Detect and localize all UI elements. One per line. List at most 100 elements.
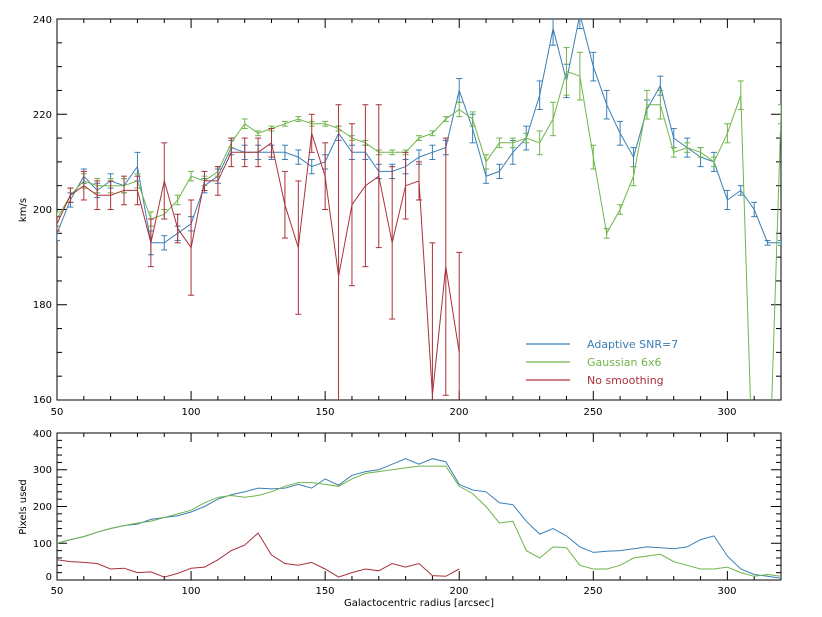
- velocity-x-tick-50: 50: [51, 407, 64, 418]
- velocity-series-2-error-bar: [134, 175, 141, 206]
- velocity-series-1-error-bar: [174, 194, 181, 206]
- velocity-series-1-error-bar: [429, 130, 436, 137]
- velocity-series-2-error-bar: [67, 187, 74, 203]
- velocity-series-2-error-bar: [161, 142, 168, 220]
- velocity-series: [57, 19, 781, 538]
- velocity-series-2-error-bar: [214, 166, 221, 196]
- velocity-series-1-error-bar: [550, 101, 557, 137]
- velocity-series-1-error-bar: [670, 147, 677, 158]
- velocity-series-0-error-bar: [603, 89, 610, 120]
- velocity-series-0-error-bar: [751, 201, 758, 218]
- velocity-series-0-error-bar: [617, 120, 624, 146]
- velocity-series-1-error-bar: [765, 519, 771, 538]
- velocity-series-0-error-bar: [483, 168, 490, 184]
- velocity-series-0-error-bar: [295, 149, 302, 165]
- velocity-series-1-error-bar: [657, 89, 664, 120]
- velocity-series-2-error-bar: [335, 104, 342, 400]
- velocity-series-0-error-bar: [536, 80, 543, 110]
- velocity-series-2-error-bar: [80, 170, 87, 201]
- velocity-series-0-error-bar: [737, 185, 744, 196]
- velocity-series-1-error-bar: [188, 170, 195, 182]
- pixels-x-tick-100: 100: [181, 586, 200, 597]
- velocity-series-2-error-bar: [281, 170, 288, 239]
- velocity-series-2-error-bar: [57, 216, 60, 232]
- pixels-series: [57, 458, 781, 579]
- velocity-series-2-error-bar: [107, 180, 114, 210]
- velocity-y-axis-label: km/s: [18, 198, 29, 222]
- velocity-series-0-error-bar: [550, 19, 557, 46]
- velocity-panel: 160 180 200 220 240 50 100 150 200 250 3…: [18, 15, 782, 538]
- pixels-series-1-line: [57, 465, 781, 577]
- velocity-legend: Adaptive SNR=7 Gaussian 6x6 No smoothing: [526, 338, 678, 387]
- legend-label-gaussian: Gaussian 6x6: [587, 356, 661, 369]
- pixels-x-axis-label: Galactocentric radius [arcsec]: [344, 598, 494, 609]
- velocity-series-1-error-bar: [509, 137, 516, 149]
- velocity-series-2-error-bar: [121, 175, 128, 206]
- velocity-series-2-error-bar: [402, 151, 409, 220]
- legend-label-no-smoothing: No smoothing: [587, 374, 664, 387]
- velocity-series-0-error-bar: [724, 189, 731, 210]
- velocity-series-2-error-bar: [348, 123, 355, 287]
- velocity-series-0-error-bar: [590, 51, 597, 82]
- velocity-series-1-error-bar: [241, 118, 248, 130]
- velocity-series-2-error-bar: [241, 137, 248, 168]
- velocity-y-tick-220: 220: [33, 110, 52, 121]
- velocity-series-1-error-bar: [295, 116, 302, 122]
- velocity-series-2-error-bar: [442, 137, 449, 396]
- velocity-series-1-error-bar: [724, 123, 731, 144]
- velocity-series-1-error-bar: [469, 111, 476, 127]
- velocity-series-2-error-bar: [201, 170, 208, 191]
- velocity-series-1-error-bar: [563, 47, 570, 96]
- pixels-y-axis-label: Pixels used: [18, 479, 29, 535]
- velocity-series-2-error-bar: [322, 142, 329, 210]
- pixels-y-tick-300: 300: [33, 465, 52, 476]
- velocity-series-1-error-bar: [483, 154, 490, 170]
- velocity-series-1-error-bar: [57, 211, 60, 227]
- velocity-series-2-error-bar: [308, 113, 315, 153]
- velocity-series-2-error-bar: [228, 137, 235, 168]
- velocity-series-2-error-bar: [362, 104, 369, 268]
- velocity-series-0-error-bar: [429, 144, 436, 160]
- velocity-series-1-error-bar: [630, 166, 637, 187]
- velocity-ticks: [56, 18, 782, 401]
- velocity-series-2-line: [57, 133, 460, 396]
- velocity-x-tick-150: 150: [315, 407, 334, 418]
- velocity-series-2-error-bar: [268, 128, 275, 158]
- velocity-series-2-error-bar: [188, 199, 195, 296]
- velocity-series-1-error-bar: [617, 204, 624, 215]
- velocity-series-1-error-bar: [255, 130, 262, 137]
- velocity-series-1-error-bar: [590, 144, 597, 170]
- velocity-series-0-error-bar: [281, 144, 288, 160]
- pixels-y-tick-100: 100: [33, 539, 52, 550]
- velocity-series-1-error-bar: [684, 142, 691, 153]
- velocity-series-2-error-bar: [429, 242, 436, 400]
- pixels-plot-frame: [56, 432, 782, 581]
- velocity-series-0-error-bar: [576, 19, 583, 30]
- pixels-x-tick-250: 250: [583, 586, 602, 597]
- velocity-series-1-error-bar: [737, 80, 744, 110]
- velocity-series-0-error-bar: [778, 239, 781, 246]
- pixels-y-tick-400: 400: [33, 429, 52, 440]
- pixels-series-2-line: [57, 532, 460, 578]
- velocity-series-1-error-bar: [496, 137, 503, 149]
- velocity-series-1-error-bar: [643, 89, 650, 120]
- pixels-y-tick-200: 200: [33, 502, 52, 513]
- velocity-x-tick-250: 250: [583, 407, 602, 418]
- pixels-y-tick-0: 0: [46, 572, 52, 583]
- velocity-series-2-error-bar: [94, 180, 101, 210]
- velocity-x-tick-100: 100: [181, 407, 200, 418]
- pixels-x-tick-150: 150: [315, 586, 334, 597]
- velocity-series-1-error-bar: [778, 104, 781, 125]
- velocity-series-2-error-bar: [416, 161, 422, 201]
- velocity-x-tick-300: 300: [717, 407, 736, 418]
- velocity-series-2-error-bar: [295, 180, 302, 315]
- velocity-series-0-error-bar: [764, 239, 771, 246]
- velocity-series-2-error-bar: [456, 251, 463, 400]
- velocity-series-2-error-bar: [147, 218, 154, 268]
- velocity-series-1-error-bar: [710, 156, 717, 168]
- pixels-ticks: [56, 432, 782, 581]
- velocity-series-1-error-bar: [456, 101, 463, 118]
- velocity-series-1-error-bar: [389, 149, 396, 156]
- velocity-series-2-error-bar: [389, 166, 396, 320]
